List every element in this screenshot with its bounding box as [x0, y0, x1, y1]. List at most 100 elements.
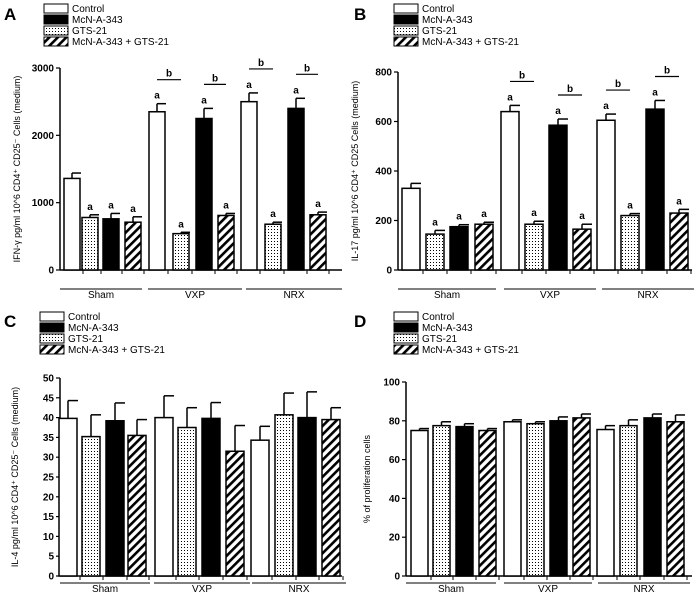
significance-a: a: [315, 199, 321, 210]
bar: [425, 233, 445, 271]
y-tick-label: 3000: [32, 64, 55, 75]
bar: [503, 421, 522, 577]
y-tick-label: 0: [394, 572, 400, 583]
legend-swatch: [39, 322, 65, 333]
bar: [455, 425, 474, 577]
group-label: NRX: [288, 584, 309, 595]
legend-label: Control: [422, 312, 454, 323]
significance-a: a: [246, 80, 252, 91]
legend-swatch: [393, 25, 419, 36]
legend-swatch: [393, 333, 419, 344]
significance-a: a: [293, 85, 299, 96]
legend-swatch: [43, 3, 69, 14]
bar: [148, 111, 166, 271]
y-tick-label: 1000: [32, 198, 55, 209]
significance-b: b: [304, 63, 310, 74]
y-axis-label: IL-4 pg/ml 10^6 CD4⁺ CD25⁻ Cells (medium…: [10, 387, 20, 567]
significance-b: b: [664, 65, 670, 76]
bar: [81, 216, 99, 271]
bar: [309, 214, 327, 271]
group-label: Sham: [88, 290, 114, 301]
bar: [619, 424, 638, 577]
bar: [410, 429, 429, 577]
legend-label: McN-A-343 + GTS-21: [72, 37, 169, 48]
y-axis-label: % of proliferation cells: [362, 434, 372, 523]
bar: [478, 429, 497, 577]
y-tick-label: 400: [375, 167, 392, 178]
significance-a: a: [178, 219, 184, 230]
y-tick-label: 60: [389, 455, 401, 466]
group-label: Sham: [434, 290, 460, 301]
bar: [195, 117, 213, 271]
bar: [548, 124, 568, 271]
legend-swatch: [39, 344, 65, 355]
y-tick-label: 40: [389, 494, 401, 505]
bar: [596, 119, 616, 271]
bar: [154, 416, 174, 577]
bar: [474, 223, 494, 271]
bar: [105, 420, 125, 577]
bar: [524, 223, 544, 271]
significance-b: b: [567, 84, 573, 95]
bar: [240, 100, 258, 271]
bar: [274, 414, 294, 577]
significance-a: a: [652, 87, 658, 98]
y-tick-label: 600: [375, 117, 392, 128]
significance-a: a: [555, 106, 561, 117]
legend-swatch: [393, 3, 419, 14]
bar: [526, 422, 545, 577]
bar: [666, 421, 685, 577]
bar: [401, 187, 421, 271]
significance-a: a: [154, 91, 160, 102]
significance-b: b: [212, 73, 218, 84]
bar: [217, 214, 235, 271]
legend-label: GTS-21: [422, 26, 457, 37]
y-tick-label: 40: [43, 413, 55, 424]
bar: [287, 107, 305, 271]
bar: [620, 214, 640, 271]
legend-swatch: [393, 14, 419, 25]
bar: [264, 223, 282, 271]
significance-a: a: [223, 200, 229, 211]
bar: [549, 420, 568, 577]
y-tick-label: 45: [43, 393, 55, 404]
y-axis-label: IL-17 pg/ml 10^6 CD4⁺ CD25 Cells (medium…: [350, 81, 360, 262]
significance-b: b: [258, 58, 264, 69]
panel-letter: C: [4, 312, 16, 331]
group-label: NRX: [637, 290, 658, 301]
significance-a: a: [603, 101, 609, 112]
significance-a: a: [481, 209, 487, 220]
y-tick-label: 800: [375, 68, 392, 79]
bar: [177, 426, 197, 577]
bar: [572, 417, 591, 577]
significance-a: a: [676, 196, 682, 207]
bar: [127, 434, 147, 577]
y-tick-label: 30: [43, 453, 55, 464]
legend-label: GTS-21: [68, 334, 103, 345]
bar: [643, 417, 662, 577]
legend-label: GTS-21: [72, 26, 107, 37]
y-tick-label: 25: [43, 473, 55, 484]
bar: [81, 435, 101, 577]
group-label: VXP: [192, 584, 212, 595]
y-tick-label: 2000: [32, 131, 55, 142]
y-tick-label: 5: [48, 552, 54, 563]
legend-swatch: [43, 36, 69, 47]
significance-a: a: [432, 217, 438, 228]
y-tick-label: 100: [383, 378, 400, 389]
bar: [669, 212, 689, 271]
significance-b: b: [519, 70, 525, 81]
legend-label: Control: [72, 4, 104, 15]
y-tick-label: 0: [386, 266, 392, 277]
y-tick-label: 10: [43, 532, 55, 543]
y-axis-label: IFN-γ pg/ml 10^6 CD4⁺ CD25⁻ Cells (mediu…: [12, 76, 22, 263]
bar: [225, 450, 245, 577]
